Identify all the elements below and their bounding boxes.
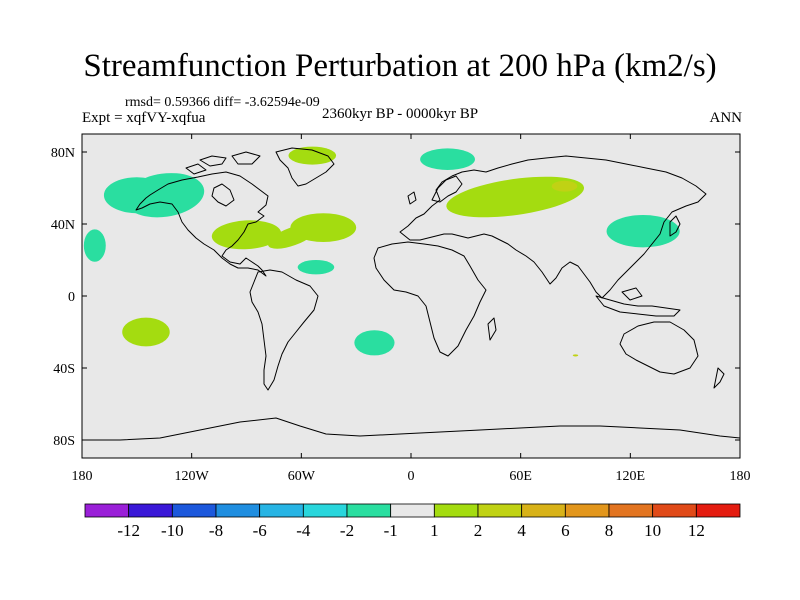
y-tick-label-4: 80S bbox=[53, 434, 75, 449]
colorbar-swatch-7 bbox=[390, 503, 435, 518]
x-tick-label-0: 180 bbox=[72, 469, 93, 484]
y-tick-label-2: 0 bbox=[68, 290, 75, 305]
colorbar-swatch-11 bbox=[564, 503, 610, 518]
coast-antarctica bbox=[82, 417, 740, 441]
x-tick-label-4: 60E bbox=[509, 469, 532, 484]
colorbar-label-6: -1 bbox=[384, 521, 398, 540]
coast-australia bbox=[619, 321, 699, 375]
coast-indonesia bbox=[595, 287, 681, 317]
colorbar-swatch-2 bbox=[171, 503, 217, 518]
coastlines bbox=[82, 147, 740, 441]
coast-south-america bbox=[249, 269, 319, 391]
season-label: ANN bbox=[709, 110, 743, 126]
anomaly-region-13 bbox=[354, 330, 395, 356]
anomaly-region-12 bbox=[122, 317, 170, 347]
y-tick-label-0: 80N bbox=[51, 146, 75, 161]
colorbar-swatch-8 bbox=[433, 503, 479, 518]
colorbar-swatch-10 bbox=[521, 503, 566, 518]
colorbar-swatch-9 bbox=[477, 503, 523, 518]
colorbar-label-11: 8 bbox=[605, 521, 614, 540]
anomaly-region-6 bbox=[551, 180, 578, 192]
anomaly-region-2 bbox=[83, 229, 106, 262]
coast-japan bbox=[669, 215, 681, 237]
y-tick-label-1: 40N bbox=[51, 218, 75, 233]
colorbar-label-5: -2 bbox=[340, 521, 354, 540]
experiment-label: Expt = xqfVY-xqfua bbox=[82, 110, 206, 126]
anomaly-region-8 bbox=[211, 220, 282, 250]
colorbar-swatch-13 bbox=[652, 503, 697, 518]
colorbar-swatch-12 bbox=[608, 503, 654, 518]
coast-hudson-bay bbox=[211, 183, 235, 207]
colorbar-label-2: -8 bbox=[209, 521, 223, 540]
coast-africa bbox=[373, 241, 487, 357]
colorbar-swatch-0 bbox=[84, 503, 130, 518]
colorbar-label-1: -10 bbox=[161, 521, 184, 540]
y-tick-label-3: 40S bbox=[53, 362, 75, 377]
colorbar-swatch-6 bbox=[346, 503, 392, 518]
colorbar-swatch-4 bbox=[259, 503, 304, 518]
x-tick-label-3: 0 bbox=[408, 469, 415, 484]
colorbar-label-12: 10 bbox=[644, 521, 661, 540]
colorbar-swatch-1 bbox=[128, 503, 173, 518]
anomaly-region-11 bbox=[297, 260, 335, 275]
coast-arctic-islands bbox=[185, 151, 261, 175]
colorbar-label-3: -6 bbox=[253, 521, 267, 540]
rmsd-stats: rmsd= 0.59366 diff= -3.62594e-09 bbox=[125, 95, 320, 110]
anomaly-region-5 bbox=[446, 176, 585, 218]
colorbar-label-13: 12 bbox=[688, 521, 705, 540]
colorbar-label-0: -12 bbox=[117, 521, 140, 540]
colorbar-label-8: 2 bbox=[474, 521, 483, 540]
colorbar-label-7: 1 bbox=[430, 521, 439, 540]
colorbar-label-4: -4 bbox=[296, 521, 311, 540]
coast-greenland bbox=[275, 147, 335, 187]
colorbar-swatch-3 bbox=[215, 503, 261, 518]
coast-new-zealand bbox=[713, 367, 725, 389]
anomaly-region-7 bbox=[606, 215, 680, 248]
coast-eurasia bbox=[399, 155, 707, 299]
chart-title: Streamfunction Perturbation at 200 hPa (… bbox=[83, 48, 717, 84]
coast-scandinavia bbox=[431, 175, 463, 203]
coast-madagascar bbox=[487, 317, 497, 341]
x-tick-label-5: 120E bbox=[616, 469, 646, 484]
period-label: 2360kyr BP - 0000kyr BP bbox=[321, 106, 479, 122]
anomaly-region-3 bbox=[288, 146, 337, 165]
anomaly-region-1 bbox=[124, 173, 205, 218]
x-tick-label-6: 180 bbox=[730, 469, 751, 484]
anomaly-region-4 bbox=[420, 148, 475, 170]
coast-british-isles bbox=[407, 191, 417, 205]
anomaly-region-10 bbox=[267, 224, 317, 249]
colorbar-swatch-5 bbox=[302, 503, 348, 518]
colorbar-label-10: 6 bbox=[561, 521, 570, 540]
colorbar-label-9: 4 bbox=[517, 521, 526, 540]
colorbar-swatch-14 bbox=[695, 503, 741, 518]
coast-north-america bbox=[135, 171, 269, 277]
anomaly-region-14 bbox=[572, 354, 579, 357]
x-tick-label-1: 120W bbox=[175, 469, 210, 484]
x-tick-label-2: 60W bbox=[288, 469, 316, 484]
